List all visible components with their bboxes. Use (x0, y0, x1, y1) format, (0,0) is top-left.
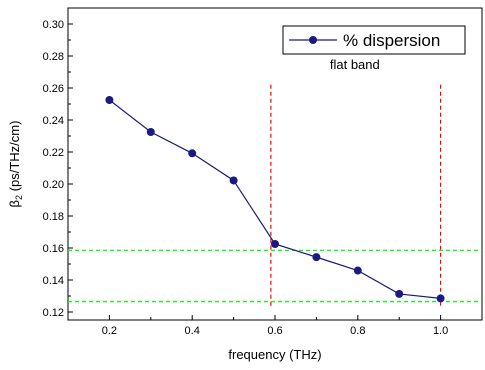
y-axis-ticks: 0.12 0.14 0.16 0.18 0.20 0.22 0.24 0.26 0.28 0.30 (43, 19, 73, 319)
y-tick-label: 0.20 (43, 179, 64, 191)
y-tick-label: 0.28 (43, 51, 64, 63)
x-axis-ticks: 0.2 0.4 0.6 0.8 1.0 (102, 315, 448, 337)
data-point (229, 176, 238, 185)
data-point (312, 253, 321, 262)
y-tick-label: 0.16 (43, 243, 64, 255)
data-point (395, 289, 404, 298)
legend-marker (309, 36, 317, 44)
y-axis-label: β2 (ps/THz/cm) (7, 121, 24, 208)
plot-frame (67, 7, 483, 321)
x-tick-label: 0.6 (267, 325, 282, 337)
legend-label: % dispersion (343, 31, 440, 50)
legend: % dispersion (282, 25, 466, 55)
y-tick-label: 0.12 (43, 307, 64, 319)
y-tick-label: 0.18 (43, 211, 64, 223)
series-group (105, 96, 445, 303)
y-tick-label: 0.26 (43, 83, 64, 95)
x-tick-label: 0.2 (102, 325, 117, 337)
data-point (146, 128, 155, 136)
data-point (353, 266, 362, 275)
y-axis-label-symbol: β (7, 200, 22, 207)
flat-band-annotation: flat band (330, 57, 380, 72)
y-tick-label: 0.22 (43, 147, 64, 159)
x-tick-label: 0.4 (185, 325, 200, 337)
data-point (105, 96, 114, 104)
data-point (271, 240, 279, 248)
y-tick-label: 0.14 (43, 275, 64, 287)
series-line (109, 99, 441, 299)
y-axis-label-subscript: 2 (14, 195, 24, 200)
y-tick-label: 0.30 (43, 19, 64, 31)
x-tick-label: 0.8 (350, 325, 365, 337)
x-tick-label: 1.0 (433, 325, 448, 337)
y-tick-label: 0.24 (43, 115, 64, 127)
x-axis-label: frequency (THz) (228, 347, 321, 362)
data-point (436, 294, 445, 303)
data-point (188, 149, 197, 158)
reference-lines (68, 84, 482, 308)
y-axis-label-units: (ps/THz/cm) (7, 121, 22, 195)
